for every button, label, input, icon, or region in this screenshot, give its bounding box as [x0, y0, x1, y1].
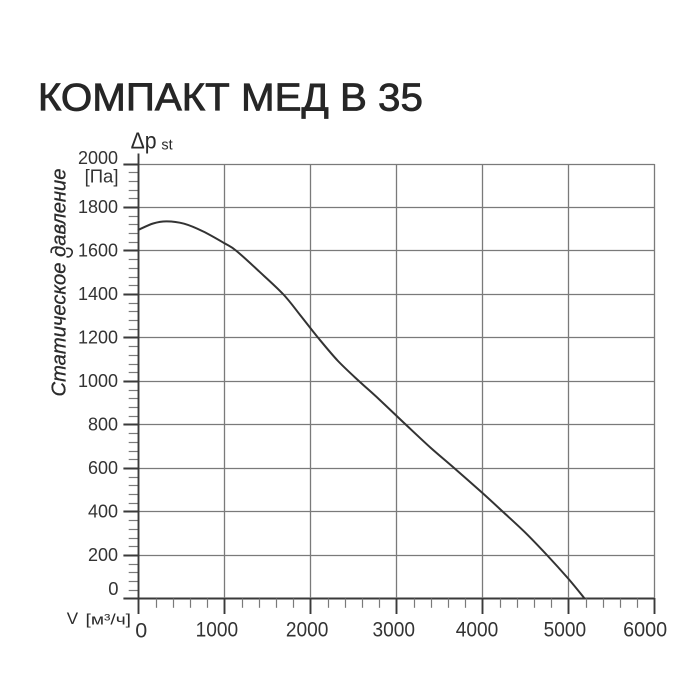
svg-text:[м³/ч]: [м³/ч] — [86, 611, 132, 628]
svg-text:Δp: Δp — [131, 128, 157, 154]
svg-text:[Па]: [Па] — [85, 166, 119, 187]
svg-text:2000: 2000 — [78, 147, 118, 168]
svg-text:6000: 6000 — [623, 617, 667, 641]
svg-text:600: 600 — [88, 457, 118, 478]
svg-text:4000: 4000 — [456, 617, 499, 641]
svg-text:1600: 1600 — [78, 239, 118, 260]
svg-text:5000: 5000 — [544, 617, 587, 641]
svg-text:800: 800 — [88, 413, 118, 434]
svg-text:Статическое давление: Статическое давление — [49, 169, 71, 397]
svg-text:1800: 1800 — [78, 196, 118, 217]
svg-text:2000: 2000 — [286, 617, 329, 641]
svg-text:V: V — [67, 609, 79, 628]
svg-text:1000: 1000 — [196, 617, 239, 641]
svg-text:200: 200 — [88, 544, 118, 565]
svg-text:1000: 1000 — [78, 370, 118, 391]
svg-text:КОМПАКТ МЕД В 35: КОМПАКТ МЕД В 35 — [38, 76, 423, 119]
svg-text:3000: 3000 — [373, 617, 416, 641]
svg-text:0: 0 — [135, 619, 147, 643]
svg-text:1200: 1200 — [78, 326, 118, 347]
svg-text:400: 400 — [88, 500, 118, 521]
svg-text:0: 0 — [108, 578, 118, 599]
svg-text:st: st — [161, 137, 172, 153]
svg-text:1400: 1400 — [78, 283, 118, 304]
